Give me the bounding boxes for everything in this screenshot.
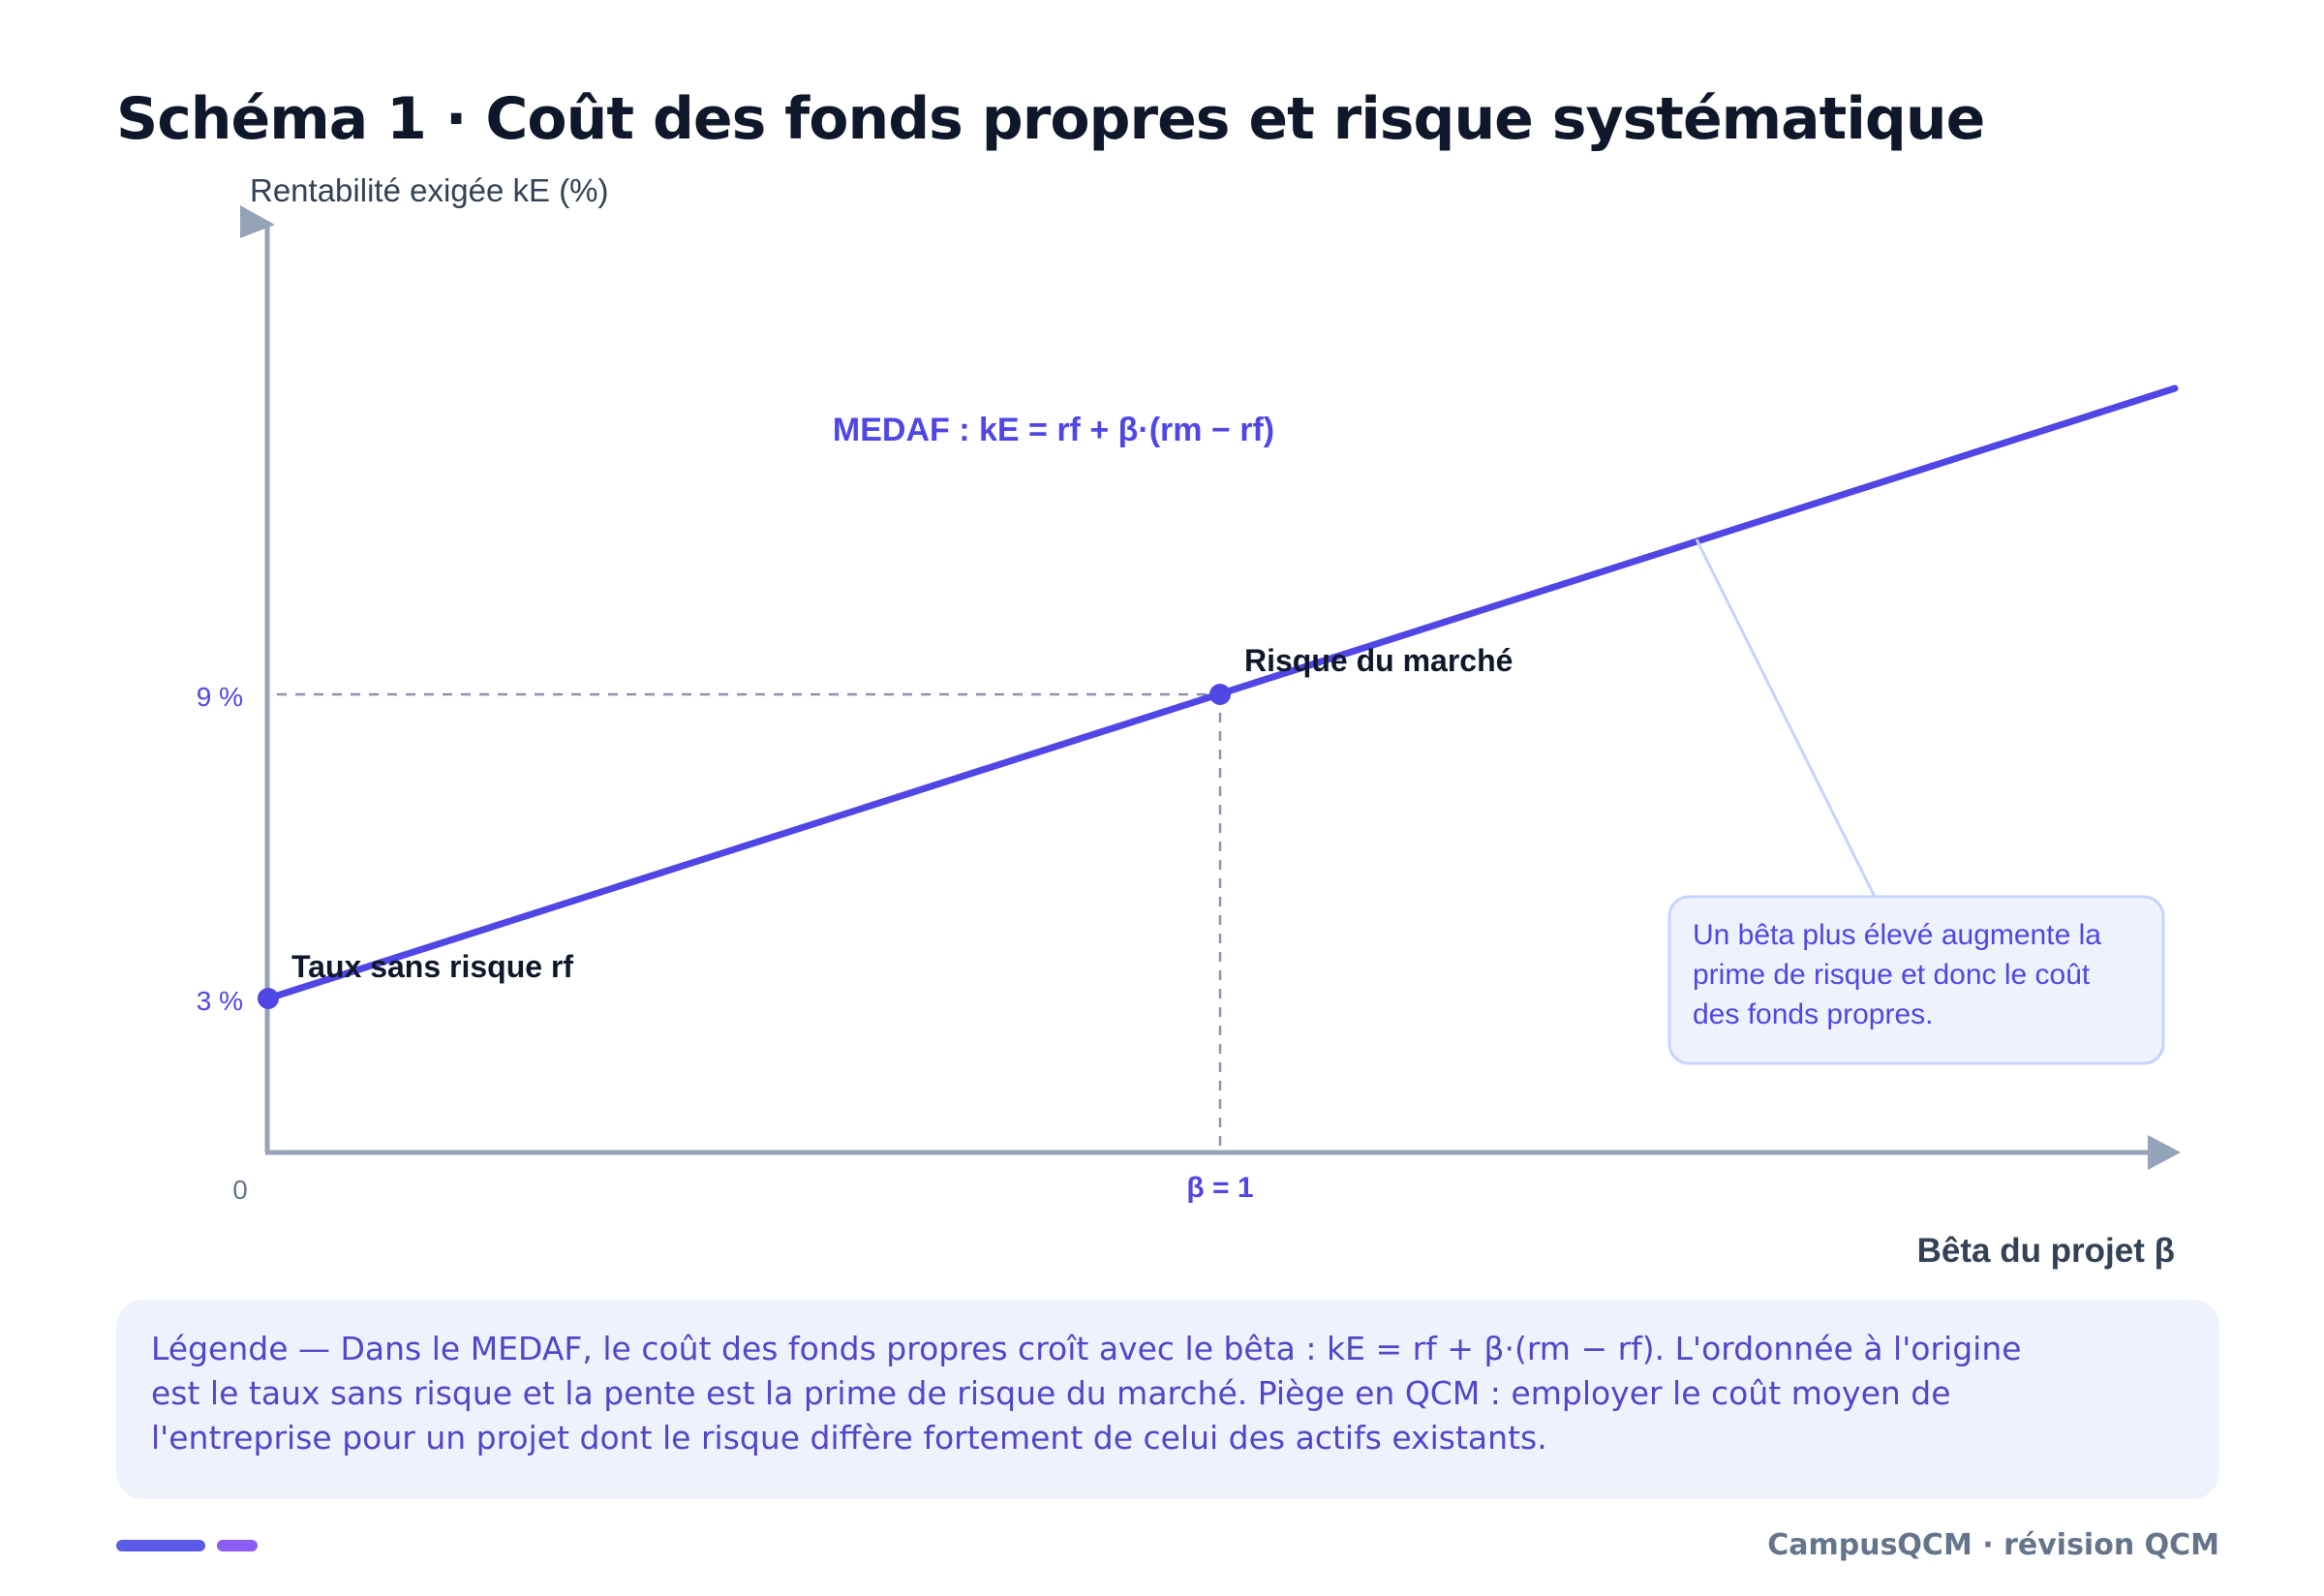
point-market — [1209, 684, 1231, 705]
footer-accent-bar — [116, 1540, 205, 1551]
label-risk-free: Taux sans risque rf — [291, 949, 573, 984]
page-title: Schéma 1 · Coût des fonds propres et ris… — [116, 85, 1985, 153]
x-axis-arrow — [2148, 1135, 2181, 1170]
y-axis-label: Rentabilité exigée kE (%) — [250, 172, 609, 208]
callout-line-3: des fonds propres. — [1693, 998, 1933, 1030]
callout-box — [1667, 895, 2165, 1065]
tick-y-9: 9 % — [197, 682, 243, 712]
label-market: Risque du marché — [1244, 643, 1513, 678]
capm-chart: Rentabilité exigée kE (%) Bêta du projet… — [197, 172, 2181, 1270]
legend-box: Légende — Dans le MEDAF, le coût des fon… — [116, 1300, 2219, 1499]
footer-brand: CampusQCM · révision QCM — [1767, 1528, 2219, 1562]
legend-text: Légende — Dans le MEDAF, le coût des fon… — [151, 1330, 2022, 1457]
y-axis-arrow — [240, 205, 275, 238]
x-axis-label: Bêta du projet β — [1917, 1232, 2175, 1270]
formula: MEDAF : kE = rf + β·(rm − rf) — [833, 412, 1274, 448]
callout-line-2: prime de risque et donc le coût — [1693, 959, 2091, 991]
point-risk-free — [258, 988, 279, 1009]
origin-label: 0 — [232, 1175, 248, 1205]
tick-x-beta1: β = 1 — [1186, 1172, 1253, 1204]
tick-y-3: 3 % — [197, 986, 243, 1016]
callout-connector — [1695, 538, 1877, 898]
callout-line-1: Un bêta plus élevé augmente la — [1693, 919, 2101, 951]
footer-accent-bar-short — [217, 1540, 258, 1551]
